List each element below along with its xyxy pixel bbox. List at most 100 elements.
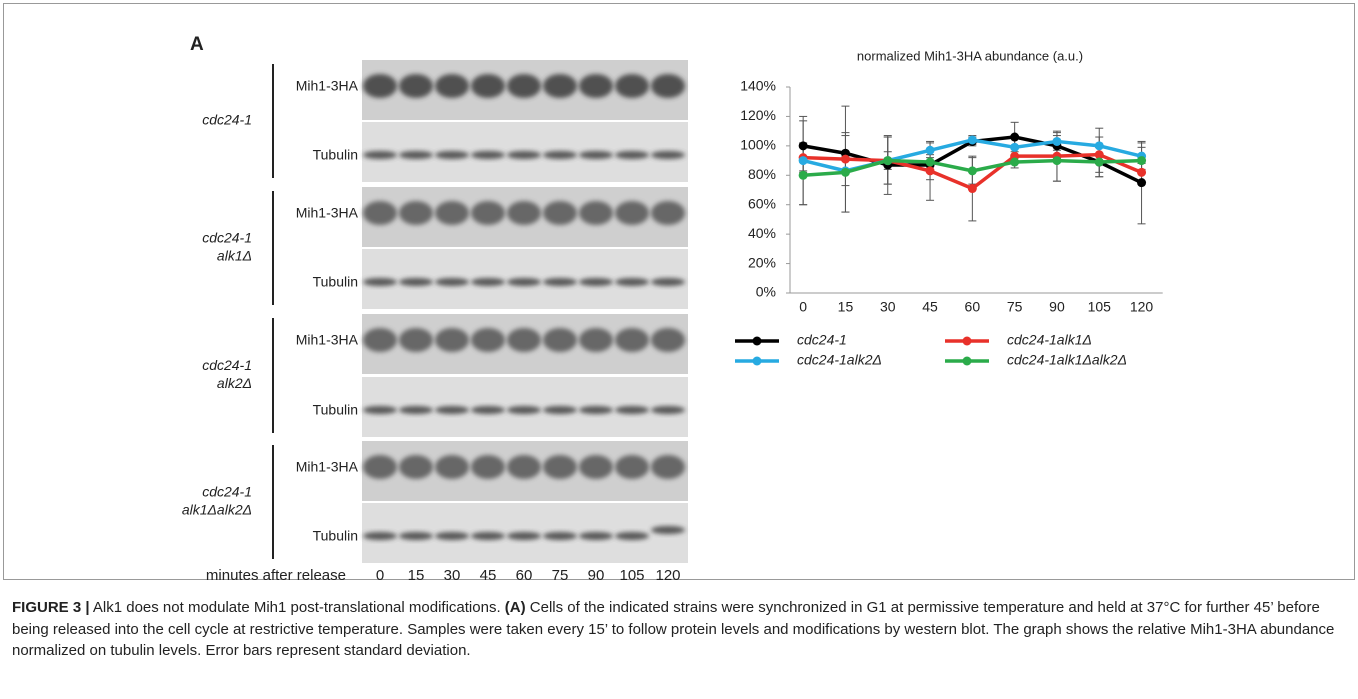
blot-panel-label: Mih1-3HA (296, 332, 359, 348)
legend-marker (962, 336, 972, 346)
blot-band (615, 278, 649, 286)
data-point (967, 184, 977, 194)
blot-band (399, 278, 433, 286)
data-point (1137, 156, 1147, 166)
data-point (967, 135, 977, 145)
strain-label: alk1Δalk2Δ (182, 502, 252, 518)
blot-band (399, 74, 433, 98)
blot-band (435, 201, 469, 225)
blot-band (363, 74, 397, 98)
legend-marker (752, 336, 762, 346)
blot-band (471, 201, 505, 225)
blot-band (543, 151, 577, 159)
blot-band (507, 406, 541, 414)
data-point (798, 170, 808, 180)
strain-label: alk2Δ (217, 375, 252, 391)
y-tick-label: 120% (740, 107, 776, 123)
blot-band (615, 201, 649, 225)
legend-marker (752, 356, 762, 366)
blot-band (471, 532, 505, 540)
blot-band (651, 278, 685, 286)
blot-band (579, 74, 613, 98)
blot-band (615, 455, 649, 479)
blot-strip (362, 377, 688, 437)
blot-band (363, 406, 397, 414)
data-point (798, 141, 808, 151)
blot-band (651, 201, 685, 225)
legend-marker (962, 356, 972, 366)
x-tick-label: 60 (965, 299, 981, 315)
panel-label: A (190, 34, 204, 55)
blot-strip (362, 441, 688, 501)
data-point (925, 166, 935, 176)
blot-band (471, 328, 505, 352)
data-point (1094, 150, 1104, 160)
y-tick-label: 20% (748, 254, 776, 270)
legend-label: cdc24-1alk2Δ (797, 352, 882, 368)
blot-band (579, 201, 613, 225)
blot-band (435, 278, 469, 286)
blot-band (471, 406, 505, 414)
blot-panel-label: Tubulin (313, 274, 358, 290)
lane-label: 90 (588, 567, 605, 584)
x-tick-label: 120 (1130, 299, 1154, 315)
blot-panel-label: Tubulin (313, 147, 358, 163)
y-tick-label: 80% (748, 166, 776, 182)
data-point (1094, 157, 1104, 167)
blot-panel-label: Tubulin (313, 528, 358, 544)
blot-band (507, 532, 541, 540)
blot-band (507, 455, 541, 479)
x-tick-label: 45 (922, 299, 938, 315)
y-tick-label: 40% (748, 225, 776, 241)
blot-band (543, 74, 577, 98)
blot-band (507, 328, 541, 352)
x-tick-label: 0 (799, 299, 807, 315)
data-point (925, 157, 935, 167)
y-tick-label: 60% (748, 195, 776, 211)
x-tick-label: 105 (1088, 299, 1112, 315)
data-point (1010, 142, 1020, 152)
legend-label: cdc24-1alk1Δ (1007, 332, 1092, 348)
blot-band (651, 328, 685, 352)
blot-band (435, 328, 469, 352)
caption-title: Alk1 does not modulate Mih1 post-transla… (92, 599, 501, 616)
blot-band (507, 74, 541, 98)
blot-panel-label: Mih1-3HA (296, 459, 359, 475)
data-point (1052, 156, 1062, 166)
blot-band (471, 278, 505, 286)
blot-band (363, 455, 397, 479)
blot-strip (362, 249, 688, 309)
blot-band (615, 532, 649, 540)
blot-band (651, 455, 685, 479)
caption: FIGURE 3 | Alk1 does not modulate Mih1 p… (12, 597, 1346, 662)
blot-strip (362, 314, 688, 374)
blot-band (615, 151, 649, 159)
data-point (798, 156, 808, 166)
blot-band (471, 455, 505, 479)
blot-band (543, 455, 577, 479)
x-tick-label: 15 (838, 299, 854, 315)
legend-label: cdc24-1 (797, 332, 847, 348)
caption-panel: (A) (504, 599, 526, 616)
data-point (840, 154, 850, 164)
lane-label: 120 (655, 567, 680, 584)
blot-strip (362, 60, 688, 120)
y-tick-label: 140% (740, 78, 776, 94)
blot-band (579, 532, 613, 540)
blot-band (543, 328, 577, 352)
blot-band (507, 151, 541, 159)
blot-band (435, 74, 469, 98)
blot-strip (362, 187, 688, 247)
blot-panel-label: Mih1-3HA (296, 205, 359, 221)
blot-band (399, 151, 433, 159)
blot-band (651, 406, 685, 414)
blot-band (363, 151, 397, 159)
blot-band (507, 201, 541, 225)
blot-band (615, 74, 649, 98)
caption-label: FIGURE 3 | (12, 599, 90, 616)
blot-strip (362, 122, 688, 182)
y-tick-label: 100% (740, 137, 776, 153)
data-point (1052, 136, 1062, 146)
lane-label: 15 (408, 567, 425, 584)
data-point (1094, 141, 1104, 151)
